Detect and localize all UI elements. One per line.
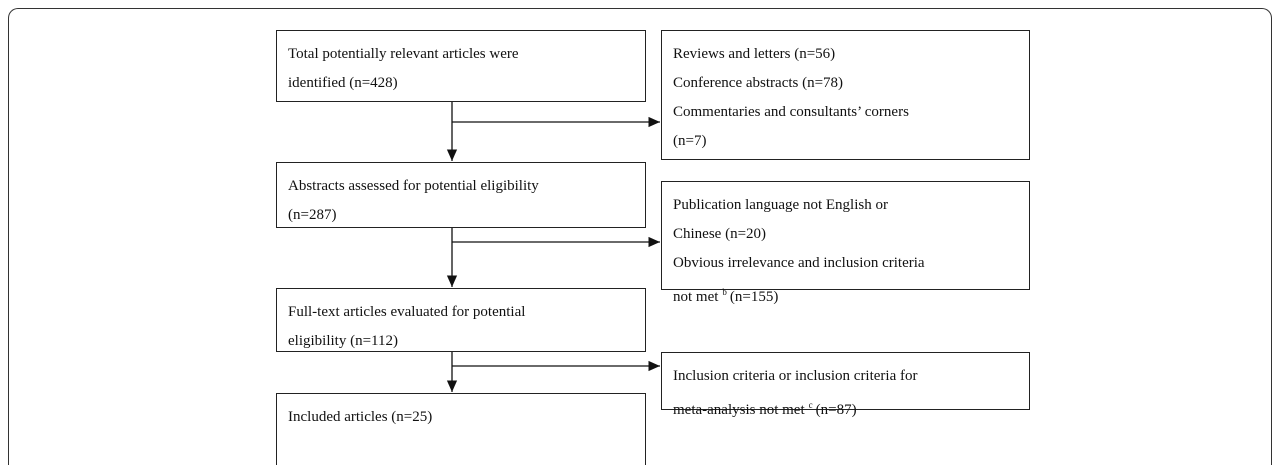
- flow-box: Full-text articles evaluated for potenti…: [276, 288, 646, 352]
- box-line: Publication language not English or: [673, 197, 888, 213]
- superscript: b: [722, 287, 727, 297]
- flow-box: Publication language not English or Chine…: [661, 181, 1030, 305]
- box-line: (n=287): [288, 207, 337, 223]
- flow-box: Included articles (n=25): [276, 393, 646, 465]
- flow-box: Inclusion criteria or inclusion criteria…: [661, 352, 1030, 418]
- box-line: eligibility (n=112): [288, 333, 398, 349]
- box-line: Full-text articles evaluated for potenti…: [288, 304, 526, 320]
- line-part: (n=155): [729, 289, 779, 305]
- line-part: meta-analysis not met: [673, 402, 805, 418]
- box-line: Abstracts assessed for potential eligibi…: [288, 178, 539, 194]
- superscript: c: [808, 400, 813, 410]
- line-part: not met: [673, 289, 719, 305]
- box-line: Obvious irrelevance and inclusion criter…: [673, 255, 925, 271]
- box-line: Commentaries and consultants’ corners: [673, 104, 909, 120]
- box-line: Conference abstracts (n=78): [673, 75, 844, 91]
- flow-box: Reviews and letters (n=56) Conference abs…: [661, 30, 1030, 160]
- box-line: identified (n=428): [288, 75, 398, 91]
- box-line: not met b (n=155): [673, 278, 1018, 312]
- box-line: Included articles (n=25): [288, 409, 433, 425]
- box-line: meta-analysis not met c (n=87): [673, 391, 1018, 425]
- frame: [8, 8, 1272, 465]
- box-line: Inclusion criteria or inclusion criteria…: [673, 368, 918, 384]
- box-line: (n=7): [673, 133, 707, 149]
- box-line: Chinese (n=20): [673, 226, 767, 242]
- flow-box: Abstracts assessed for potential eligibi…: [276, 162, 646, 228]
- box-line: Reviews and letters (n=56): [673, 46, 836, 62]
- flow-box: Total potentially relevant articles were…: [276, 30, 646, 102]
- box-line: Total potentially relevant articles were: [288, 46, 519, 62]
- line-part: (n=87): [815, 402, 857, 418]
